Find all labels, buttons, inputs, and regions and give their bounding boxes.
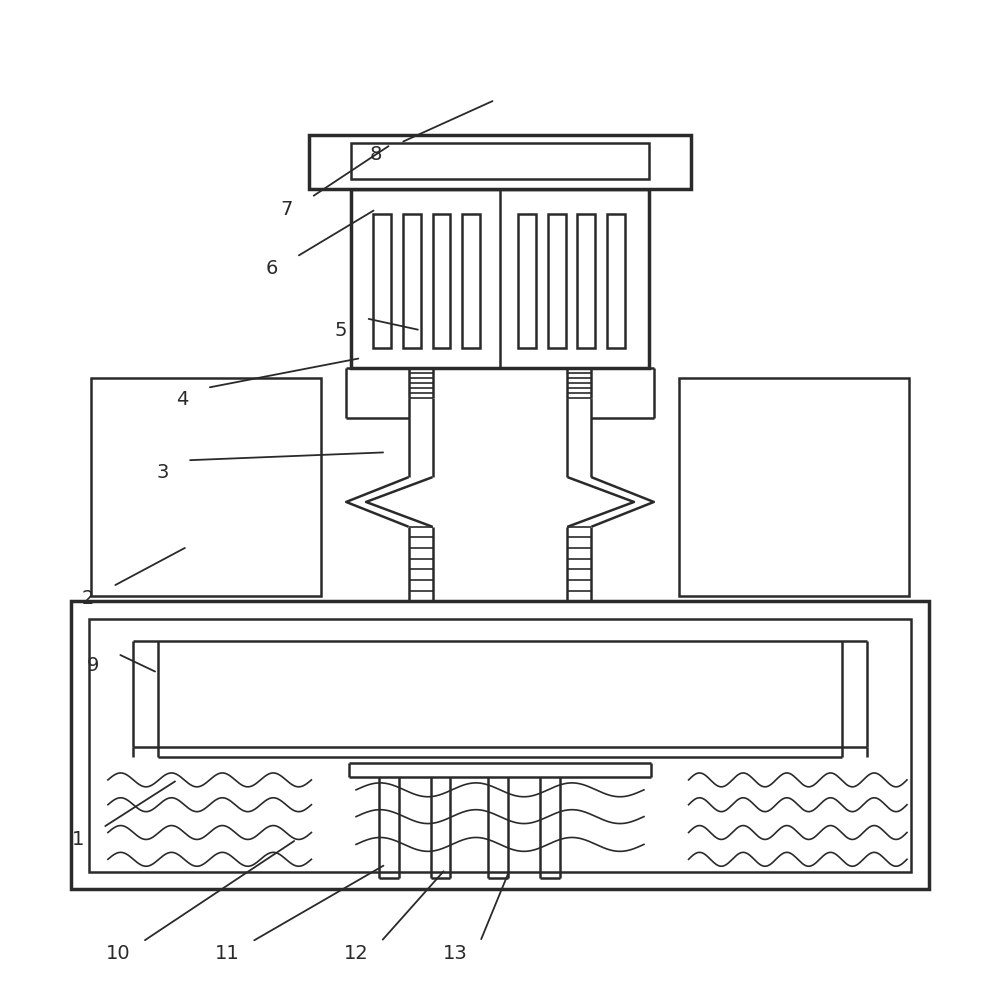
- Text: 9: 9: [87, 656, 99, 675]
- Text: 1: 1: [72, 830, 84, 849]
- Text: 13: 13: [443, 944, 468, 963]
- Text: 11: 11: [215, 944, 239, 963]
- Bar: [518, 214, 536, 348]
- Bar: [71, 601, 929, 889]
- Bar: [403, 214, 421, 348]
- Text: 3: 3: [156, 462, 169, 482]
- Bar: [309, 135, 691, 189]
- Bar: [433, 214, 450, 348]
- Bar: [91, 378, 321, 596]
- Bar: [462, 214, 480, 348]
- Bar: [89, 619, 911, 872]
- Text: 12: 12: [344, 944, 368, 963]
- Bar: [577, 214, 595, 348]
- Text: 6: 6: [266, 259, 278, 278]
- Text: 8: 8: [370, 145, 382, 164]
- Bar: [679, 378, 909, 596]
- Bar: [351, 189, 649, 368]
- Text: 4: 4: [176, 391, 189, 410]
- Text: 10: 10: [106, 944, 130, 963]
- Bar: [607, 214, 625, 348]
- Bar: [548, 214, 566, 348]
- Bar: [373, 214, 391, 348]
- Text: 5: 5: [335, 321, 347, 340]
- Bar: [351, 142, 649, 179]
- Text: 7: 7: [280, 200, 293, 219]
- Text: 2: 2: [82, 588, 94, 607]
